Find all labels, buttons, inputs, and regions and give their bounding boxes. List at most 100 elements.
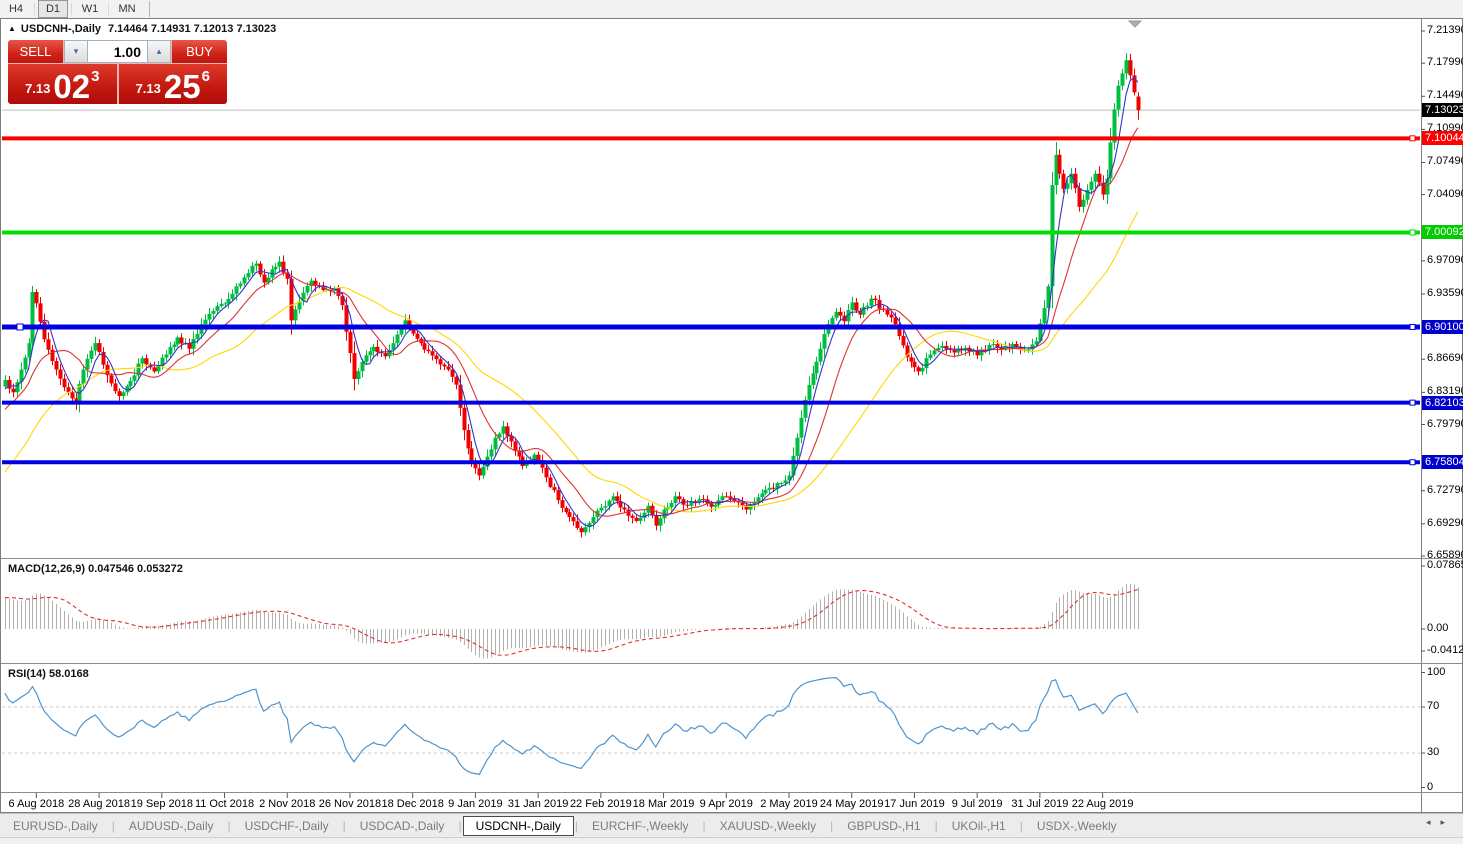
price-axis-badge: 7.13023 bbox=[1422, 103, 1463, 118]
volume-stepper: ▾ 1.00 ▴ bbox=[64, 40, 171, 63]
date-axis-label: 28 Aug 2018 bbox=[68, 798, 130, 810]
rsi-axis-tick: 0 bbox=[1427, 780, 1434, 793]
date-axis-label: 22 Feb 2019 bbox=[569, 798, 632, 810]
symbol-tab-bar: EURUSD-,Daily | AUDUSD-,Daily | USDCHF-,Dail… bbox=[0, 813, 1463, 837]
rsi-line bbox=[4, 676, 1139, 776]
buy-price-prefix: 7.13 bbox=[135, 81, 161, 96]
price-axis-tick: 6.93590 bbox=[1427, 286, 1463, 299]
timeframe-button-d1[interactable]: D1 bbox=[38, 0, 68, 18]
expand-arrow-icon[interactable]: ▲ bbox=[8, 24, 16, 33]
date-axis-label: 2 Nov 2018 bbox=[259, 798, 316, 810]
volume-increase-button[interactable]: ▴ bbox=[147, 40, 171, 63]
horizontal-line-7.00092[interactable] bbox=[2, 229, 1420, 236]
price-axis-badge: 7.00092 bbox=[1422, 225, 1463, 240]
date-axis-label: 22 Aug 2019 bbox=[1071, 798, 1134, 810]
volume-decrease-button[interactable]: ▾ bbox=[64, 40, 88, 63]
symbol-tab-xauusd[interactable]: XAUUSD-,Weekly bbox=[719, 818, 817, 833]
tab-separator: | bbox=[934, 818, 938, 833]
buy-price-display[interactable]: 7.13 25 6 bbox=[118, 64, 227, 104]
toolbar-separator bbox=[108, 3, 109, 15]
date-axis-label: 17 Jun 2019 bbox=[884, 798, 945, 810]
chart-symbol-header: ▲ USDCNH-,Daily 7.14464 7.14931 7.12013 7.… bbox=[8, 23, 276, 35]
rsi-indicator-label: RSI(14) 58.0168 bbox=[8, 668, 89, 680]
price-axis-tick: 7.21390 bbox=[1427, 24, 1463, 36]
macd-panel bbox=[5, 583, 1139, 659]
sell-price-display[interactable]: 7.13 02 3 bbox=[8, 64, 117, 104]
macd-axis-tick: 0.078658 bbox=[1427, 559, 1463, 572]
tab-separator: | bbox=[702, 818, 706, 833]
price-axis-tick: 6.97090 bbox=[1427, 253, 1463, 266]
date-axis-label: 9 Apr 2019 bbox=[699, 798, 753, 810]
tab-scroll-left-icon[interactable]: ◂ bbox=[1425, 817, 1441, 827]
volume-input[interactable]: 1.00 bbox=[88, 40, 147, 63]
tab-separator: | bbox=[1019, 818, 1023, 833]
symbol-tab-usdcad[interactable]: USDCAD-,Daily bbox=[359, 818, 445, 833]
price-axis-tick: 7.07490 bbox=[1427, 155, 1463, 168]
chart-shift-marker[interactable] bbox=[1127, 20, 1143, 28]
symbol-tab-eurchf[interactable]: EURCHF-,Weekly bbox=[592, 818, 689, 833]
timeframe-button-w1[interactable]: W1 bbox=[81, 3, 99, 15]
rsi-panel bbox=[2, 676, 1420, 776]
price-axis-tick: 7.14490 bbox=[1427, 89, 1463, 102]
price-axis-badge: 6.90100 bbox=[1422, 319, 1463, 334]
horizontal-line-7.10044[interactable] bbox=[2, 135, 1420, 142]
sell-button[interactable]: SELL bbox=[8, 40, 63, 63]
moving-averages bbox=[4, 76, 1139, 527]
buy-price-point: 6 bbox=[201, 68, 210, 85]
price-axis-tick: 7.04090 bbox=[1427, 187, 1463, 200]
ma-red bbox=[4, 127, 1139, 517]
horizontal-line-6.82103[interactable] bbox=[2, 399, 1420, 406]
line-selection-handle[interactable] bbox=[16, 323, 24, 331]
timeframe-button-h4[interactable]: H4 bbox=[8, 3, 24, 15]
date-axis-label: 18 Dec 2018 bbox=[381, 798, 444, 810]
price-axis-badge: 6.82103 bbox=[1422, 395, 1463, 410]
sell-price-point: 3 bbox=[91, 68, 100, 85]
buy-button[interactable]: BUY bbox=[172, 40, 227, 63]
date-axis-label: 11 Oct 2018 bbox=[194, 798, 255, 810]
tab-scroll-arrows[interactable]: ◂▸ bbox=[1426, 817, 1455, 828]
symbol-tab-eurusd[interactable]: EURUSD-,Daily bbox=[13, 818, 98, 833]
price-axis-tick: 6.83190 bbox=[1427, 385, 1463, 398]
price-axis-tick: 6.65890 bbox=[1427, 549, 1463, 561]
status-strip bbox=[0, 837, 1463, 844]
rsi-axis-tick: 70 bbox=[1427, 700, 1440, 712]
date-axis-label: 2 May 2019 bbox=[760, 798, 818, 810]
horizontal-line-6.75804[interactable] bbox=[2, 459, 1420, 466]
price-axis-badge: 7.10044 bbox=[1422, 131, 1463, 146]
toolbar-separator bbox=[149, 1, 150, 17]
date-axis-label: 31 Jan 2019 bbox=[507, 798, 569, 810]
tab-separator: | bbox=[227, 818, 231, 833]
tab-separator: | bbox=[111, 818, 115, 833]
macd-indicator-label: MACD(12,26,9) 0.047546 0.053272 bbox=[8, 563, 183, 575]
timeframe-button-mn[interactable]: MN bbox=[118, 3, 136, 15]
horizontal-line-6.901[interactable] bbox=[2, 323, 1420, 330]
price-axis-tick: 6.86690 bbox=[1427, 352, 1463, 365]
price-axis-tick: 7.17990 bbox=[1427, 56, 1463, 69]
date-axis-label: 26 Nov 2018 bbox=[318, 798, 382, 810]
symbol-tab-gbpusd[interactable]: GBPUSD-,H1 bbox=[847, 818, 921, 833]
symbol-tab-usdcnh[interactable]: USDCNH-,Daily bbox=[462, 815, 574, 836]
tab-separator: | bbox=[830, 818, 834, 833]
buy-price-pips: 25 bbox=[163, 67, 201, 104]
date-axis-label: 9 Jan 2019 bbox=[448, 798, 503, 810]
date-axis-label: 18 Mar 2019 bbox=[632, 798, 695, 810]
tab-separator: | bbox=[574, 818, 579, 833]
symbol-tab-ukoil[interactable]: UKOil-,H1 bbox=[951, 818, 1006, 833]
price-axis-tick: 6.79790 bbox=[1427, 417, 1463, 430]
tab-scroll-right-icon[interactable]: ▸ bbox=[1440, 817, 1455, 827]
rsi-axis-tick: 100 bbox=[1427, 665, 1446, 678]
axis-ticks bbox=[35, 30, 1425, 798]
price-axis-tick: 6.72790 bbox=[1427, 483, 1463, 496]
date-axis-label: 19 Sep 2018 bbox=[130, 798, 193, 810]
sell-price-prefix: 7.13 bbox=[25, 81, 51, 96]
symbol-tab-usdchf[interactable]: USDCHF-,Daily bbox=[244, 818, 329, 833]
sell-price-pips: 02 bbox=[53, 67, 91, 104]
date-axis-label: 6 Aug 2018 bbox=[8, 798, 65, 810]
symbol-tab-audusd[interactable]: AUDUSD-,Daily bbox=[128, 818, 214, 833]
timeframe-toolbar: H4 D1 W1 MN bbox=[0, 0, 1463, 18]
macd-axis-tick: -0.041287 bbox=[1427, 644, 1463, 656]
symbol-tab-usdx[interactable]: USDX-,Weekly bbox=[1036, 818, 1117, 833]
ohlc-values: 7.14464 7.14931 7.12013 7.13023 bbox=[108, 23, 277, 35]
macd-axis-tick: 0.00 bbox=[1427, 622, 1449, 634]
